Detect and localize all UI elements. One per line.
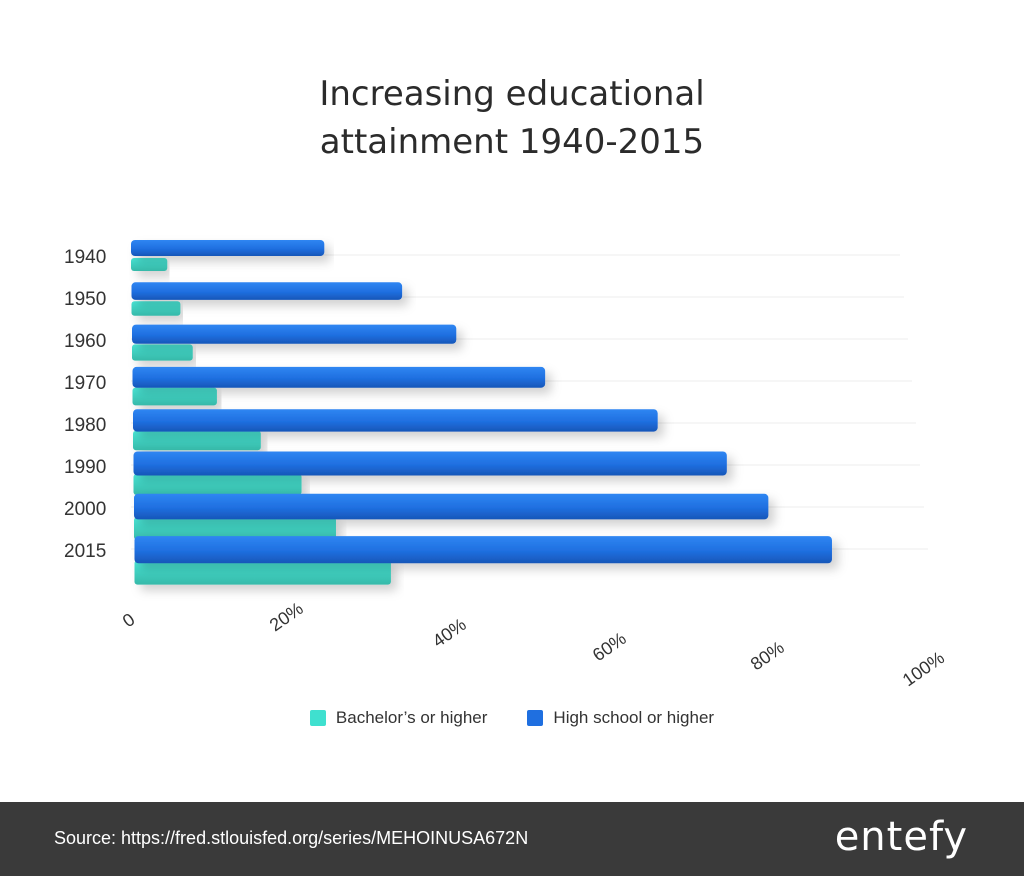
- bar-bachelors-2000: [134, 517, 336, 540]
- y-tick-label: 1970: [64, 373, 106, 394]
- bar-high-school-1940: [131, 240, 325, 256]
- y-tick-label: 1940: [64, 247, 106, 268]
- bar-bachelors-1990: [133, 474, 302, 495]
- y-tick-label: 1990: [64, 457, 106, 478]
- footer-bar: Source: https://fred.stlouisfed.org/seri…: [0, 802, 1024, 876]
- x-tick-label: 100%: [899, 647, 948, 690]
- legend-item-high-school[interactable]: High school or higher: [527, 708, 714, 728]
- legend-label-bachelors: Bachelor’s or higher: [335, 708, 488, 727]
- bar-high-school-1970: [132, 366, 546, 388]
- x-tick-label: 0: [119, 609, 139, 631]
- bar-bachelors-1940: [131, 258, 168, 271]
- x-tick-label: 40%: [429, 614, 470, 651]
- title-line-1: Increasing educational: [319, 74, 705, 114]
- bar-bachelors-1980: [133, 430, 261, 451]
- x-tick-label: 80%: [747, 637, 788, 674]
- y-tick-label: 2000: [64, 499, 106, 520]
- bar-bachelors-1960: [132, 344, 193, 361]
- legend-swatch-bachelors: [309, 710, 326, 726]
- y-tick-label: 1980: [64, 415, 106, 436]
- legend-swatch-high-school: [527, 710, 544, 726]
- y-tick-label: 1950: [64, 289, 106, 310]
- bar-high-school-1990: [133, 451, 727, 476]
- bar-high-school-1950: [131, 282, 403, 300]
- entefy-logo: entefy: [834, 814, 968, 860]
- y-tick-label: 1960: [64, 331, 106, 352]
- bar-bachelors-1950: [131, 301, 181, 316]
- legend-item-bachelors[interactable]: Bachelor’s or higher: [309, 708, 488, 728]
- bar-bachelors-1970: [132, 387, 217, 406]
- bar-high-school-2015: [134, 536, 832, 564]
- source-text: Source: https://fred.stlouisfed.org/seri…: [54, 828, 529, 848]
- bar-bachelors-2015: [134, 560, 391, 585]
- bar-chart: 1940 1950 1960 1970 1980 1990 2000 2015 0 20% 40% 6…: [64, 240, 948, 690]
- y-tick-label: 2015: [64, 541, 106, 562]
- bar-high-school-1960: [132, 324, 457, 344]
- chart-title: Increasing educational attainment 1940-2…: [0, 70, 1024, 166]
- bar-high-school-1980: [133, 409, 658, 432]
- x-tick-label: 20%: [266, 598, 307, 635]
- x-tick-label: 60%: [589, 628, 630, 665]
- title-line-2: attainment 1940-2015: [319, 122, 705, 162]
- legend-label-high-school: High school or higher: [553, 708, 715, 727]
- bar-high-school-2000: [134, 493, 769, 520]
- legend: Bachelor’s or higher High school or high…: [0, 708, 1024, 728]
